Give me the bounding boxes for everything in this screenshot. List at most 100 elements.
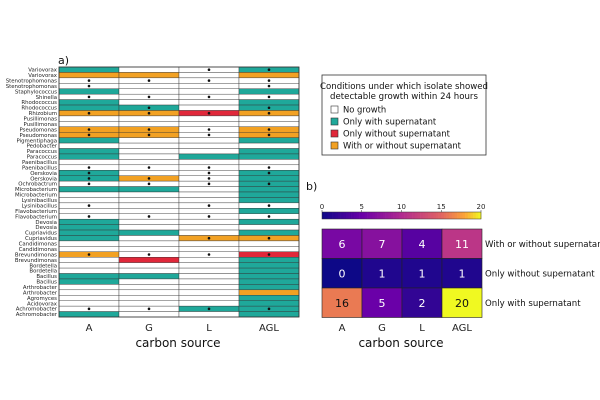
colorbar-segment (322, 212, 325, 219)
panel-b-cell (401, 228, 443, 259)
panel-a-cell (238, 273, 300, 280)
panel-b-value: 0 (339, 267, 346, 280)
panel-a-cell (238, 175, 300, 182)
panel-a-dot (267, 106, 271, 110)
colorbar-segment (467, 212, 471, 219)
panel-a-x-title: carbon source (135, 336, 220, 350)
colorbar-segment (353, 212, 357, 219)
panel-a-cell (58, 246, 120, 252)
panel-a-cell (58, 159, 120, 166)
colorbar-tick-label: 10 (397, 203, 406, 211)
panel-a-cell (238, 289, 300, 296)
panel-a-dot (87, 133, 91, 137)
colorbar-segment (398, 212, 402, 219)
panel-a-cell (238, 137, 300, 144)
legend-label: Only without supernatant (343, 129, 451, 139)
panel-a-cell (178, 218, 240, 225)
panel-b-value: 7 (379, 238, 386, 251)
panel-a-cell (178, 137, 240, 144)
panel-a-cell (178, 278, 240, 285)
panel-a-cell (178, 121, 240, 127)
colorbar-tick-label: 15 (437, 203, 446, 211)
panel-a-row-label: Bordetella (29, 263, 57, 269)
colorbar-segment (385, 212, 389, 219)
panel-a-dot (147, 111, 151, 115)
panel-a-cell (118, 235, 180, 242)
colorbar-segment (422, 212, 426, 219)
panel-a-dot (87, 166, 91, 169)
panel-a-row-label: Oerskovia (30, 176, 57, 182)
panel-a-cell (118, 229, 180, 236)
panel-a-cell (238, 229, 300, 236)
panel-a-row-label: Devosia (35, 220, 57, 226)
panel-a-cell (118, 273, 180, 280)
legend-swatch (330, 129, 339, 138)
colorbar-segment (361, 212, 365, 219)
legend-label: No growth (343, 105, 386, 115)
panel-a-cell (178, 267, 240, 274)
panel-a-row-label: Cupriavidus (25, 231, 57, 237)
panel-a-row-label: Paracoccus (27, 149, 57, 155)
panel-a-row-label: Pseudomonas (20, 127, 58, 133)
panel-a-cell (178, 148, 240, 155)
panel-a-dot (267, 215, 271, 218)
panel-a-dot (147, 253, 151, 256)
panel-a-row-label: Flavobacterium (15, 209, 57, 215)
panel-a-cell (58, 229, 120, 236)
panel-a-cell (58, 186, 120, 193)
colorbar-segment (369, 212, 373, 219)
colorbar-segment (393, 212, 397, 219)
panel-a-cell (118, 115, 180, 122)
colorbar-segment (377, 212, 381, 219)
panel-a-cell (178, 295, 240, 301)
panel-b-x-title: carbon source (358, 336, 443, 350)
colorbar-segment (441, 212, 445, 219)
panel-a-row-label: Arthrobacter (23, 285, 58, 291)
panel-a-cell (238, 121, 300, 127)
panel-a-cell (58, 257, 120, 263)
panel-a-dot (207, 68, 211, 72)
panel-a-cell (118, 142, 180, 149)
panel-a-cell (178, 224, 240, 231)
panel-a-cell (178, 115, 240, 122)
panel-a-cell (118, 289, 180, 296)
panel-a-dot (87, 128, 91, 131)
panel-a-cell (238, 295, 300, 301)
panel-a-dot (267, 133, 271, 137)
panel-b-row-labels: With or without supernatant Only without … (485, 240, 600, 309)
panel-a-dot (267, 128, 271, 131)
panel-a-row-label: Acidovorax (27, 301, 58, 307)
panel-a-row-label: Rhizobium (29, 111, 57, 117)
legend-label: With or without supernatant (343, 141, 462, 151)
panel-a-cell (238, 240, 300, 247)
panel-b-value: 1 (459, 267, 466, 280)
panel-a-cell (118, 88, 180, 95)
legend-items: No growth Only with supernatant Only witho… (330, 105, 462, 151)
colorbar-segment (380, 212, 384, 219)
panel-a-column-label: A (86, 323, 93, 334)
panel-a-cell (118, 121, 180, 127)
panel-a-cell (178, 197, 240, 204)
colorbar-segment (433, 212, 437, 219)
panel-b-value: 20 (455, 297, 469, 310)
panel-a-cell (118, 202, 180, 209)
panel-a-row-label: Devosia (35, 225, 57, 231)
panel-b-cell (441, 258, 483, 289)
panel-a-cell (238, 257, 300, 263)
panel-a-dot (207, 171, 211, 175)
panel-a-row-label: Brevundimonas (15, 258, 57, 264)
panel-a-dot (87, 79, 91, 82)
colorbar-segment (462, 212, 466, 219)
panel-a-row-label: Microbacterium (15, 193, 57, 199)
panel-b-cell (401, 287, 443, 318)
panel-b-value: 5 (379, 297, 386, 310)
panel-a-cell (118, 137, 180, 144)
panel-a-cell (118, 246, 180, 252)
panel-b-column-label: AGL (452, 323, 472, 334)
panel-a-cell (178, 311, 240, 318)
panel-a-cell (58, 104, 120, 111)
panel-a-column-label: G (145, 323, 153, 334)
panel-b-value: 1 (419, 267, 426, 280)
panel-a-cell (58, 224, 120, 231)
panel-a-column-label: AGL (259, 323, 279, 334)
